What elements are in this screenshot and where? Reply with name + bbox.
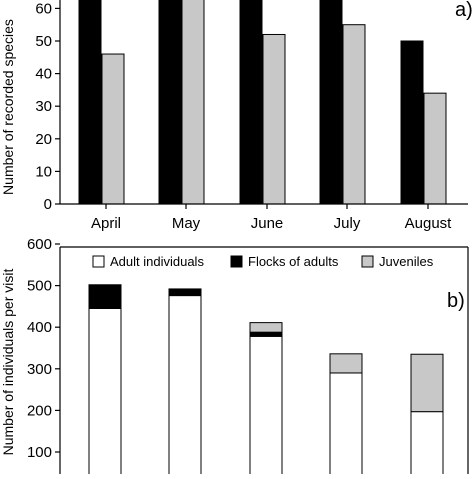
x-tick-label-a-april: April <box>91 215 121 232</box>
x-tick-label-a-may: May <box>172 215 201 232</box>
y-tick-label-b-600: 600 <box>27 236 52 253</box>
y-tick-label-a-30: 30 <box>35 98 52 115</box>
bar-b-june-adult-individuals <box>249 335 283 477</box>
bar-b-july-juveniles <box>329 353 363 374</box>
bar-a-may-series-1 <box>158 0 182 205</box>
bar-b-june-juveniles <box>249 322 283 333</box>
x-tick-label-a-august: August <box>405 215 453 232</box>
legend-swatch-juveniles <box>361 255 374 268</box>
bar-a-april-series-1 <box>78 0 102 205</box>
bar-a-may-series-2 <box>181 0 205 205</box>
panel-label-b: b) <box>447 290 465 312</box>
bar-a-august-series-2 <box>423 92 447 205</box>
x-tick-label-a-june: June <box>251 215 284 232</box>
y-tick-label-b-200: 200 <box>27 402 52 419</box>
legend-swatch-adult-individuals <box>92 255 105 268</box>
bar-a-april-series-2 <box>101 53 125 205</box>
bar-b-april-flocks-of-adults <box>88 284 122 309</box>
y-tick-label-b-400: 400 <box>27 319 52 336</box>
y-tick-label-a-20: 20 <box>35 131 52 148</box>
legend-label-adult-individuals: Adult individuals <box>110 254 204 269</box>
y-tick-label-a-0: 0 <box>44 196 52 213</box>
bar-b-june-flocks-of-adults <box>249 331 283 337</box>
bar-a-july-series-2 <box>342 24 366 205</box>
bar-b-july-adult-individuals <box>329 372 363 477</box>
legend-label-flocks-of-adults: Flocks of adults <box>248 254 339 269</box>
bar-b-august-adult-individuals <box>410 411 444 477</box>
legend-swatch-flocks-of-adults <box>230 255 243 268</box>
y-tick-label-a-10: 10 <box>35 163 52 180</box>
y-axis-title-a: Number of recorded species <box>0 19 16 195</box>
bar-b-may-adult-individuals <box>168 295 202 477</box>
y-axis-title-b: Number of individuals per visit <box>0 269 16 456</box>
bar-a-august-series-1 <box>400 40 424 205</box>
y-tick-label-b-500: 500 <box>27 278 52 295</box>
y-tick-label-a-50: 50 <box>35 33 52 50</box>
bar-b-april-adult-individuals <box>88 307 122 477</box>
legend-label-juveniles: Juveniles <box>379 254 434 269</box>
y-tick-label-b-100: 100 <box>27 444 52 461</box>
bar-a-july-series-1 <box>319 0 343 205</box>
y-tick-label-a-40: 40 <box>35 66 52 83</box>
y-tick-label-b-300: 300 <box>27 361 52 378</box>
panel-label-a: a) <box>455 0 473 21</box>
bar-b-august-juveniles <box>410 353 444 413</box>
y-tick-label-a-60: 60 <box>35 0 52 17</box>
x-tick-label-a-july: July <box>334 215 361 232</box>
bar-a-june-series-1 <box>239 0 263 205</box>
bar-a-june-series-2 <box>262 33 286 205</box>
bar-b-may-flocks-of-adults <box>168 288 202 297</box>
